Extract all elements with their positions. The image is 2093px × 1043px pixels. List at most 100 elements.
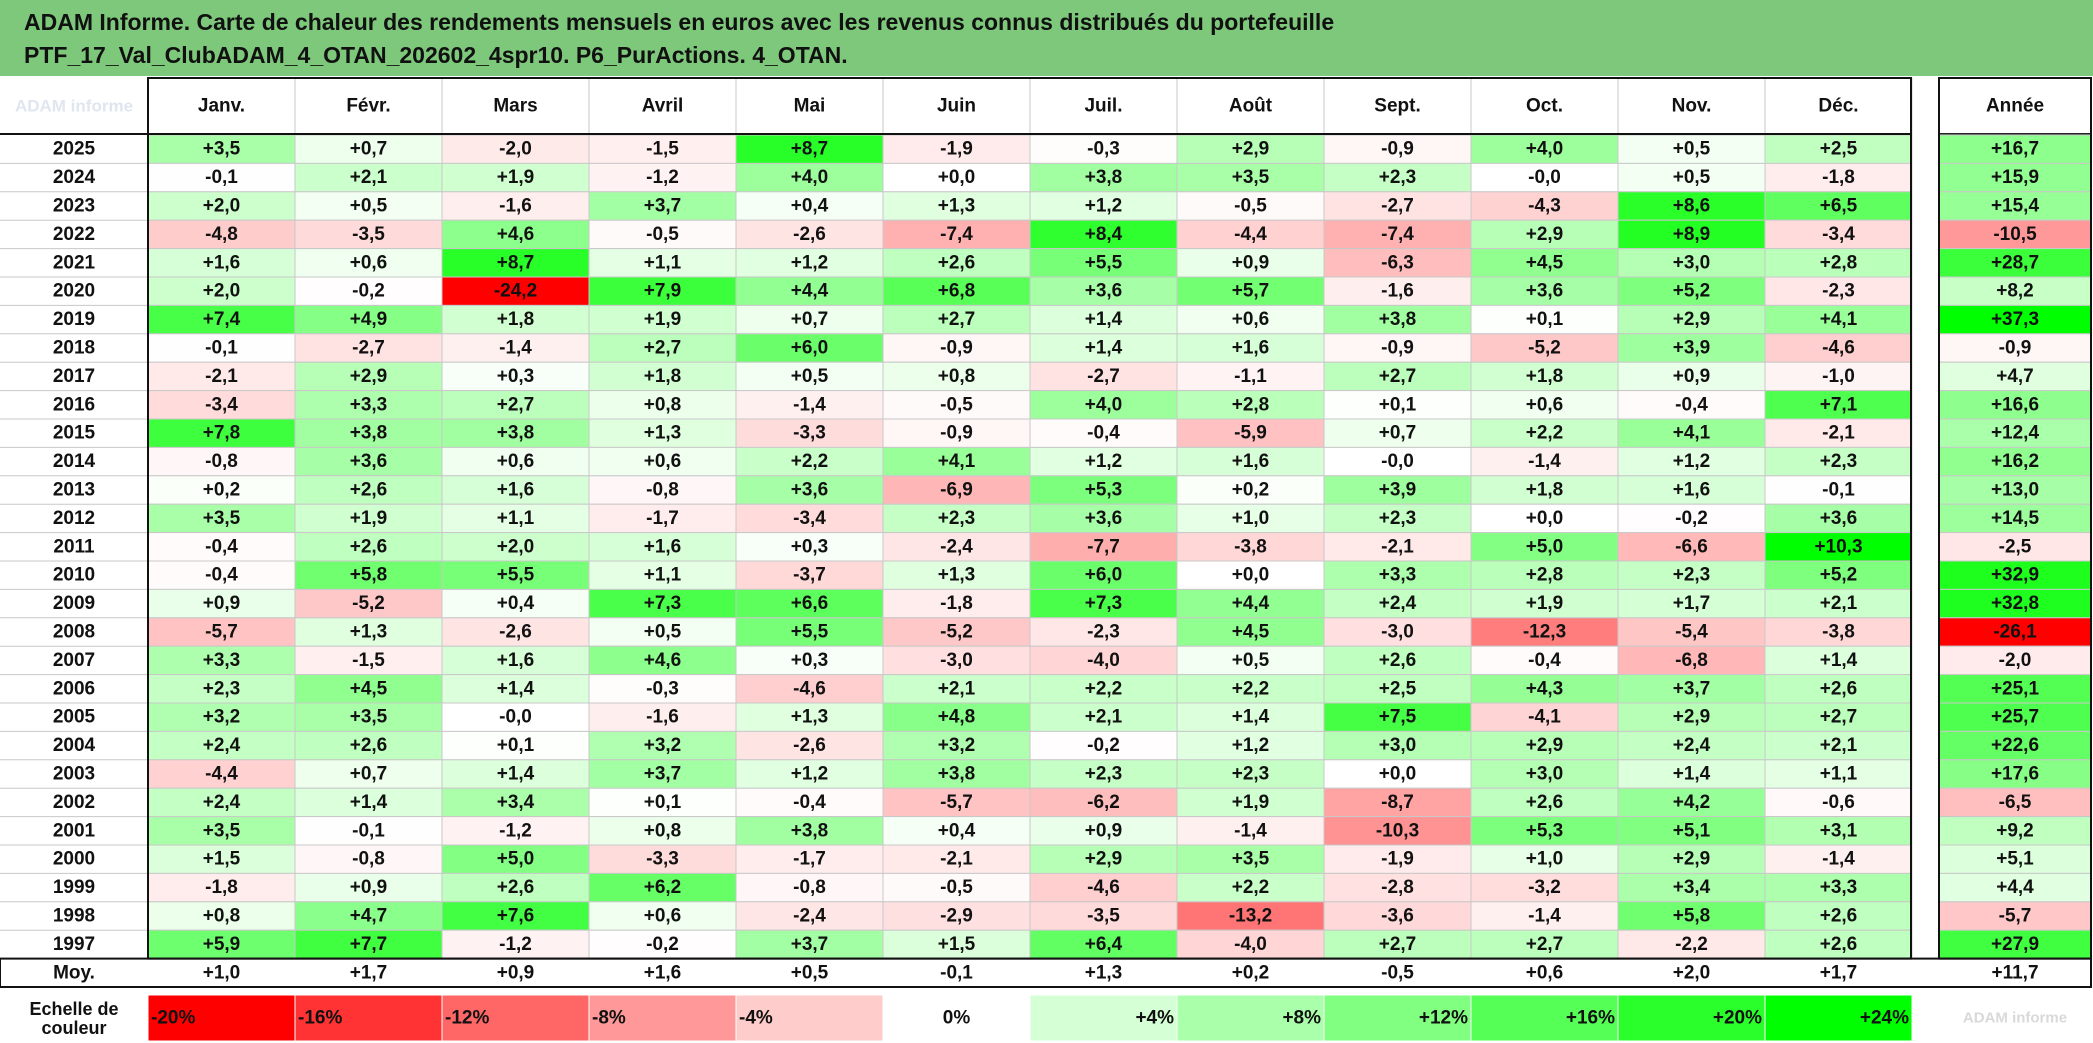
heatmap-cell bbox=[1470, 333, 1619, 363]
cell-value: -3,4 bbox=[1822, 224, 1855, 245]
row-year-label: 2021 bbox=[53, 252, 96, 273]
heatmap-cell bbox=[1617, 191, 1766, 221]
cell-value: +2,7 bbox=[644, 338, 682, 359]
cell-value: -2,6 bbox=[793, 735, 826, 756]
average-value: +1,7 bbox=[350, 962, 388, 983]
cell-value: -0,2 bbox=[1087, 735, 1120, 756]
year-total-value: +25,1 bbox=[1991, 678, 2040, 699]
heatmap-cell bbox=[1176, 901, 1325, 931]
cell-value: +0,5 bbox=[644, 622, 682, 643]
month-header: Déc. bbox=[1818, 96, 1858, 117]
heatmap-cell bbox=[1176, 503, 1325, 534]
cell-value: +2,3 bbox=[1232, 764, 1270, 785]
heatmap-cell bbox=[1764, 532, 1913, 562]
year-total-value: +15,4 bbox=[1991, 196, 2040, 217]
row-year-label: 2001 bbox=[53, 820, 96, 841]
heatmap-cell bbox=[294, 333, 443, 363]
year-total-cell bbox=[1938, 759, 2092, 789]
cell-value: -0,4 bbox=[1087, 423, 1120, 444]
cell-value: +8,4 bbox=[1085, 224, 1123, 245]
row-year-label: 2012 bbox=[53, 508, 95, 529]
heatmap-cell bbox=[882, 929, 1031, 960]
heatmap-cell bbox=[147, 276, 296, 306]
cell-value: +0,8 bbox=[644, 820, 682, 841]
heatmap-cell bbox=[588, 418, 737, 448]
heatmap-cell bbox=[1470, 248, 1619, 278]
heatmap-cell bbox=[147, 730, 296, 761]
heatmap-cell bbox=[1029, 901, 1178, 931]
heatmap-cell bbox=[1617, 418, 1766, 448]
cell-value: +0,8 bbox=[644, 394, 682, 415]
row-year-label: 2016 bbox=[53, 394, 95, 415]
heatmap-cell bbox=[1323, 475, 1472, 505]
cell-value: +1,6 bbox=[497, 650, 535, 671]
cell-value: +2,1 bbox=[1820, 735, 1858, 756]
cell-value: +3,8 bbox=[938, 764, 976, 785]
cell-value: +2,9 bbox=[350, 366, 388, 387]
color-scale-stop-label: 0% bbox=[943, 1008, 971, 1029]
cell-value: +0,8 bbox=[203, 906, 241, 927]
cell-value: +2,6 bbox=[350, 735, 388, 756]
header-cell bbox=[294, 77, 443, 135]
heatmap-cell bbox=[882, 532, 1031, 562]
cell-value: +0,7 bbox=[350, 139, 388, 160]
heatmap-cell bbox=[441, 361, 590, 392]
cell-value: +2,8 bbox=[1526, 565, 1564, 586]
cell-value: +1,4 bbox=[350, 792, 388, 813]
cell-value: +3,2 bbox=[203, 707, 241, 728]
cell-value: -0,5 bbox=[646, 224, 679, 245]
cell-value: +4,4 bbox=[791, 281, 829, 302]
cell-value: -3,3 bbox=[793, 423, 826, 444]
average-value: +1,0 bbox=[203, 962, 241, 983]
heatmap-cell bbox=[441, 503, 590, 534]
heatmap-cell bbox=[588, 816, 737, 846]
cell-value: +0,6 bbox=[1232, 309, 1270, 330]
cell-value: +3,5 bbox=[350, 707, 388, 728]
heatmap-cell bbox=[1323, 162, 1472, 193]
cell-value: -5,7 bbox=[940, 792, 973, 813]
heatmap-cell bbox=[294, 134, 443, 164]
cell-value: +2,0 bbox=[203, 281, 241, 302]
heatmap-cell bbox=[294, 759, 443, 789]
year-total-value: -2,5 bbox=[1999, 536, 2032, 557]
cell-value: -0,2 bbox=[646, 934, 679, 955]
cell-value: +0,9 bbox=[203, 593, 241, 614]
heatmap-cell bbox=[1470, 901, 1619, 931]
heatmap-cell bbox=[1617, 816, 1766, 846]
heatmap-cell bbox=[882, 219, 1031, 250]
cell-value: +4,0 bbox=[1085, 394, 1123, 415]
heatmap-cell bbox=[588, 191, 737, 221]
cell-value: -2,4 bbox=[793, 906, 826, 927]
cell-value: -1,4 bbox=[1528, 451, 1561, 472]
heatmap-cell bbox=[441, 730, 590, 761]
cell-value: -6,2 bbox=[1087, 792, 1120, 813]
header-cell bbox=[147, 77, 296, 135]
cell-value: +4,6 bbox=[497, 224, 535, 245]
cell-value: +1,2 bbox=[791, 764, 829, 785]
heatmap-cell bbox=[1176, 759, 1325, 789]
heatmap-cell bbox=[1470, 390, 1619, 420]
heatmap-cell bbox=[294, 645, 443, 676]
heatmap-cell bbox=[882, 588, 1031, 619]
year-total-cell bbox=[1938, 390, 2092, 420]
cell-value: -2,2 bbox=[1675, 934, 1708, 955]
cell-value: -1,5 bbox=[646, 139, 679, 160]
color-scale-swatch bbox=[1176, 994, 1325, 1042]
cell-value: -0,8 bbox=[646, 480, 679, 501]
cell-value: +1,1 bbox=[497, 508, 535, 529]
heatmap-cell bbox=[441, 304, 590, 335]
heatmap-cell bbox=[441, 674, 590, 704]
year-total-value: +37,3 bbox=[1991, 309, 2039, 330]
heatmap-cell bbox=[882, 872, 1031, 903]
cell-value: -0,9 bbox=[940, 423, 973, 444]
color-scale-swatch bbox=[882, 994, 1031, 1042]
heatmap-cell bbox=[1470, 872, 1619, 903]
heatmap-cell bbox=[588, 787, 737, 818]
heatmap-cell bbox=[735, 901, 884, 931]
cell-value: +1,3 bbox=[644, 423, 682, 444]
cell-value: +5,0 bbox=[497, 849, 535, 870]
cell-value: +1,1 bbox=[1820, 764, 1858, 785]
cell-value: -2,6 bbox=[793, 224, 826, 245]
cell-value: +1,0 bbox=[1526, 849, 1564, 870]
cell-value: +8,7 bbox=[497, 252, 535, 273]
